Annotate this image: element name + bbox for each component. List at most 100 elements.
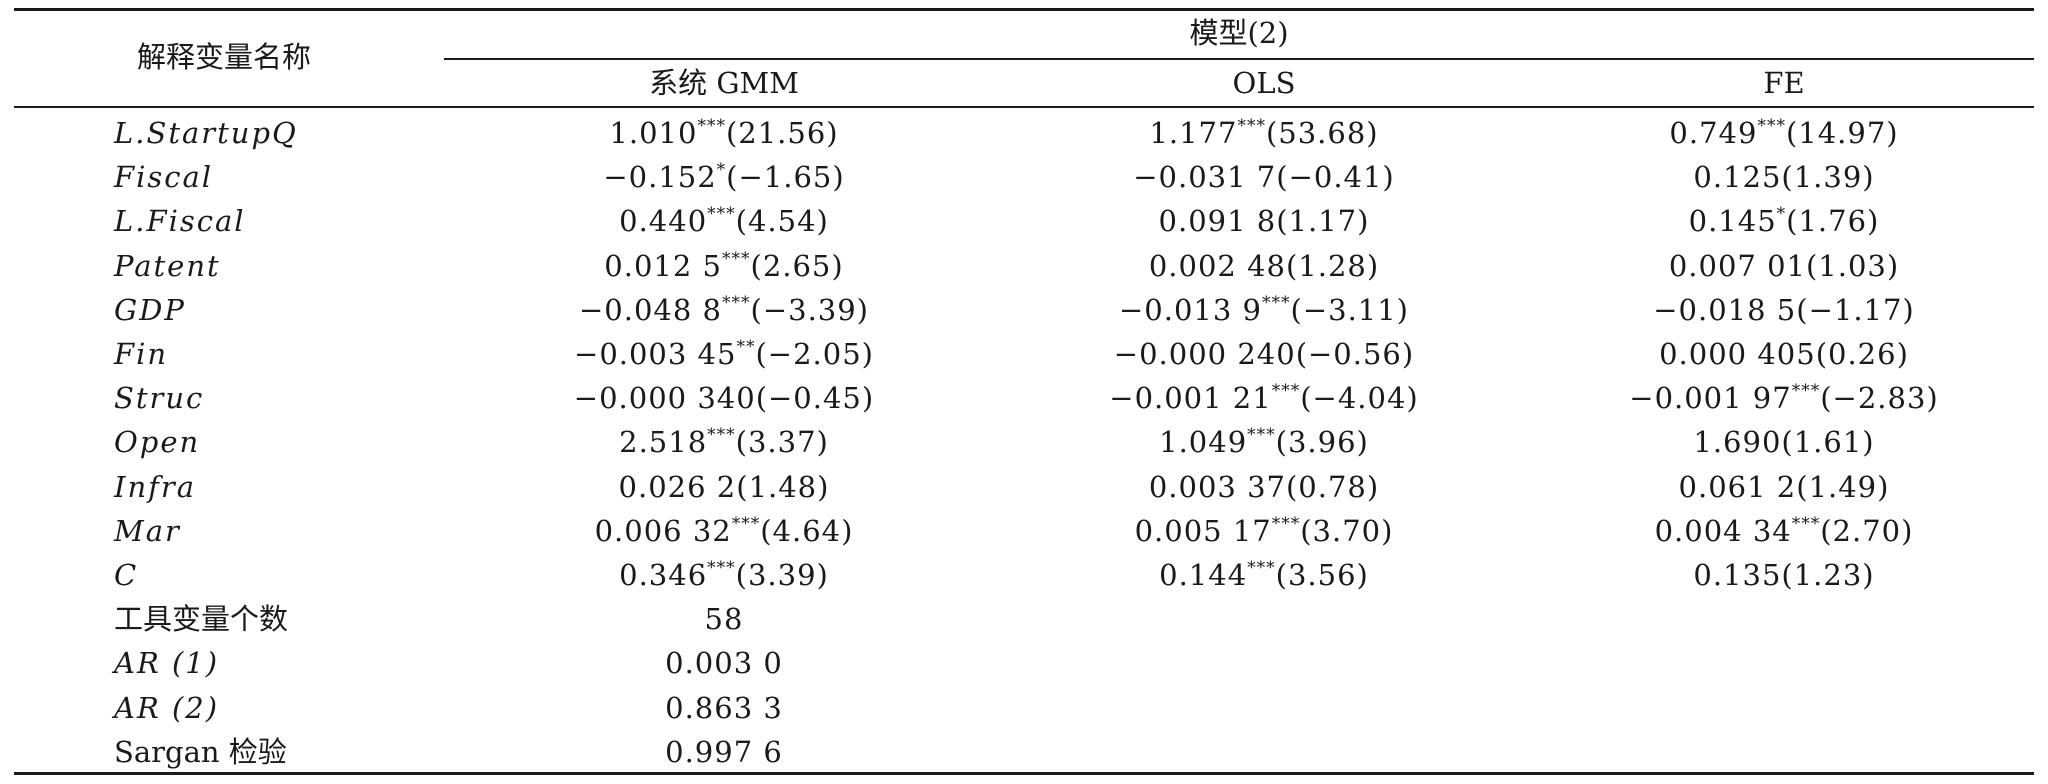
significance-stars: ***: [722, 249, 751, 269]
cell-gmm: 1.010***(21.56): [464, 116, 984, 150]
coefficient-value: 1.010: [609, 116, 698, 150]
t-statistic: (2.70): [1820, 514, 1914, 548]
row-variable-name: Patent: [114, 249, 221, 283]
cell-gmm: 0.997 6: [464, 735, 984, 769]
row-variable-name: AR (2): [114, 691, 220, 725]
t-statistic: (−0.45): [755, 381, 875, 415]
row-variable-name: GDP: [114, 293, 186, 327]
cell-ols: 0.091 8(1.17): [1014, 204, 1514, 238]
cell-fe: 0.749***(14.97): [1544, 116, 2024, 150]
cell-gmm: 0.006 32***(4.64): [464, 514, 984, 548]
coefficient-value: 0.091 8: [1158, 204, 1277, 238]
row-variable-name: Open: [114, 425, 201, 459]
header-col-fe: FE: [1763, 66, 1805, 100]
cell-gmm: −0.003 45**(−2.05): [464, 337, 984, 371]
t-statistic: (3.39): [735, 558, 829, 592]
significance-stars: ***: [722, 293, 751, 313]
cell-fe: 0.135(1.23): [1544, 558, 2024, 592]
coefficient-value: 0.135: [1693, 558, 1782, 592]
coefficient-value: −0.001 97: [1629, 381, 1792, 415]
t-statistic: (21.56): [725, 116, 839, 150]
coefficient-value: 0.144: [1159, 558, 1248, 592]
t-statistic: (−2.05): [755, 337, 874, 371]
cell-ols: −0.000 240(−0.56): [1014, 337, 1514, 371]
t-statistic: (53.68): [1265, 116, 1379, 150]
t-statistic: (1.28): [1285, 249, 1380, 283]
coefficient-value: −0.000 240: [1113, 337, 1296, 371]
coefficient-value: 1.049: [1159, 425, 1248, 459]
row-variable-name: Struc: [114, 381, 205, 415]
cell-ols: 1.177***(53.68): [1014, 116, 1514, 150]
t-statistic: (1.61): [1781, 425, 1875, 459]
cell-gmm: −0.152*(−1.65): [464, 160, 984, 194]
coefficient-value: −0.001 21: [1109, 381, 1272, 415]
coefficient-value: 0.125: [1693, 160, 1782, 194]
row-variable-name: AR (1): [114, 646, 220, 680]
cell-gmm: −0.048 8***(−3.39): [464, 293, 984, 327]
significance-stars: ***: [731, 514, 761, 534]
cell-fe: 0.125(1.39): [1544, 160, 2024, 194]
cell-fe: 0.007 01(1.03): [1544, 249, 2024, 283]
t-statistic: (−0.41): [1276, 160, 1395, 194]
coefficient-value: 0.012 5: [604, 249, 722, 283]
row-variable-name: Fin: [114, 337, 169, 371]
coefficient-value: 0.346: [619, 558, 708, 592]
t-statistic: (14.97): [1785, 116, 1899, 150]
coefficient-value: 0.007 01: [1668, 249, 1806, 283]
cell-gmm: 0.346***(3.39): [464, 558, 984, 592]
significance-stars: *: [1776, 204, 1787, 224]
coefficient-value: 0.749: [1669, 116, 1758, 150]
row-variable-name: Infra: [114, 470, 197, 504]
coefficient-value: 0.026 2: [618, 470, 737, 504]
bottom-rule: [14, 772, 2034, 775]
coefficient-value: 0.145: [1688, 204, 1777, 238]
t-statistic: (1.03): [1805, 249, 1900, 283]
cell-gmm: 0.012 5***(2.65): [464, 249, 984, 283]
coefficient-value: 0.000 405: [1659, 337, 1816, 371]
cell-ols: 0.005 17***(3.70): [1014, 514, 1514, 548]
cell-ols: −0.031 7(−0.41): [1014, 160, 1514, 194]
cell-fe: −0.001 97***(−2.83): [1544, 381, 2024, 415]
row-variable-name: L.Fiscal: [114, 204, 246, 238]
cell-gmm: 58: [464, 602, 984, 636]
t-statistic: (−3.11): [1290, 293, 1409, 327]
coefficient-value: 0.003 37: [1148, 470, 1286, 504]
significance-stars: **: [736, 337, 756, 357]
t-statistic: (1.17): [1276, 204, 1370, 238]
row-variable-name: Fiscal: [114, 160, 214, 194]
t-statistic: (1.48): [736, 470, 830, 504]
significance-stars: ***: [707, 204, 736, 224]
significance-stars: ***: [1271, 514, 1301, 534]
t-statistic: (−0.56): [1295, 337, 1415, 371]
coefficient-value: −0.152: [603, 160, 717, 194]
cell-ols: 0.003 37(0.78): [1014, 470, 1514, 504]
t-statistic: (1.39): [1781, 160, 1875, 194]
cell-fe: 0.000 405(0.26): [1544, 337, 2024, 371]
significance-stars: ***: [1247, 425, 1276, 445]
cell-gmm: 0.026 2(1.48): [464, 470, 984, 504]
coefficient-value: −0.018 5: [1653, 293, 1797, 327]
significance-stars: ***: [1791, 514, 1821, 534]
header-variable-name: 解释变量名称: [136, 40, 311, 74]
significance-stars: ***: [707, 425, 736, 445]
coefficient-value: 0.997 6: [665, 735, 783, 769]
cell-ols: 0.144***(3.56): [1014, 558, 1514, 592]
significance-stars: *: [716, 160, 727, 180]
header-bottom-rule: [14, 106, 2034, 108]
cell-fe: 0.004 34***(2.70): [1544, 514, 2024, 548]
coefficient-value: −0.031 7: [1133, 160, 1277, 194]
cell-gmm: 2.518***(3.37): [464, 425, 984, 459]
significance-stars: ***: [707, 558, 736, 578]
t-statistic: (−4.04): [1300, 381, 1419, 415]
t-statistic: (−1.17): [1796, 293, 1915, 327]
t-statistic: (1.23): [1781, 558, 1875, 592]
row-variable-name: 工具变量个数: [114, 602, 289, 636]
t-statistic: (−2.83): [1820, 381, 1939, 415]
model-group-underline: [444, 58, 2034, 60]
header-model-group: 模型(2): [1189, 16, 1289, 50]
cell-fe: −0.018 5(−1.17): [1544, 293, 2024, 327]
significance-stars: ***: [1237, 116, 1266, 136]
row-variable-name: Sargan 检验: [114, 735, 287, 769]
coefficient-value: 2.518: [619, 425, 708, 459]
t-statistic: (3.70): [1300, 514, 1394, 548]
